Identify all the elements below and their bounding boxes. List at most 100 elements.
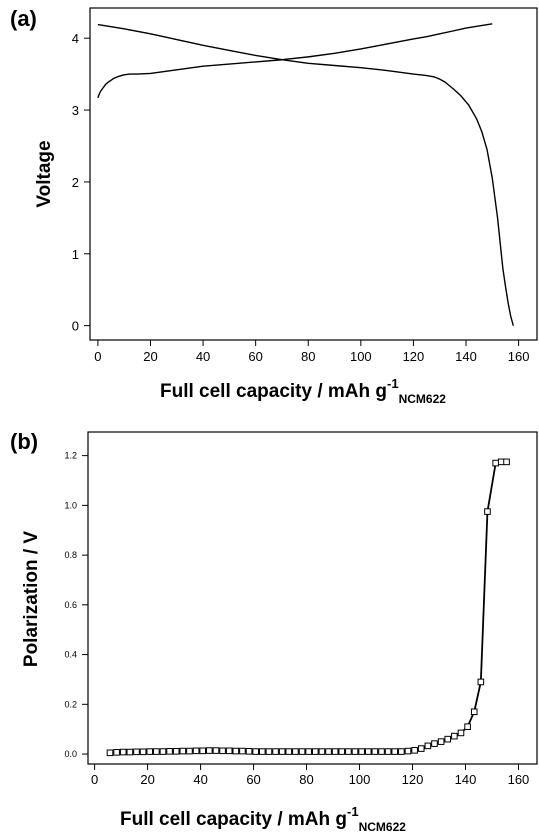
series-line-2 (97, 23, 515, 326)
panel-b-x-axis-title: Full cell capacity / mAh g-1NCM622 (120, 804, 406, 834)
data-point-marker (391, 748, 399, 755)
panel-a-label: (a) (10, 6, 37, 31)
data-point-marker (139, 748, 147, 756)
y-tick-label: 0.2 (64, 699, 77, 709)
data-point-marker (371, 748, 379, 755)
data-point-marker (106, 749, 114, 757)
data-point-marker (484, 508, 491, 515)
data-point-marker (358, 748, 365, 755)
y-tick-label: 0.0 (64, 749, 77, 759)
data-point-marker (212, 747, 220, 754)
y-tick-label: 1 (72, 247, 79, 262)
panel-a-y-ticks: 0 1 2 3 4 (72, 31, 90, 334)
data-point-marker (305, 748, 312, 755)
y-tick-label: 0 (72, 319, 79, 334)
y-tick-label: 0.4 (64, 650, 77, 660)
data-point-marker (404, 747, 412, 755)
data-point-marker (252, 748, 259, 755)
x-tick-label: 100 (349, 772, 371, 787)
data-point-marker (146, 748, 154, 755)
data-point-marker (351, 748, 359, 755)
x-tick-label: 80 (299, 772, 313, 787)
series-line-1 (97, 23, 493, 99)
data-point-marker (431, 740, 438, 747)
x-tick-label: 40 (196, 349, 210, 364)
x-tick-label: 80 (301, 349, 315, 364)
panel-b-y-ticks: 0.0 0.2 0.4 0.6 0.8 1.0 1.2 (64, 451, 88, 759)
y-tick-label: 2 (72, 175, 79, 190)
data-point-marker (172, 748, 180, 755)
data-point-marker (192, 747, 200, 755)
data-point-marker (398, 748, 405, 755)
x-tick-label: 120 (403, 349, 425, 364)
panel-a-plot-frame (89, 7, 538, 341)
data-point-marker (298, 748, 306, 755)
x-tick-label: 120 (402, 772, 424, 787)
x-tick-label: 0 (91, 772, 98, 787)
x-tick-label: 60 (248, 349, 262, 364)
data-point-marker (126, 748, 134, 756)
data-point-marker (503, 458, 510, 466)
x-tick-label: 100 (350, 349, 372, 364)
data-point-marker (424, 742, 432, 750)
x-tick-label: 160 (508, 772, 530, 787)
data-point-marker (153, 748, 160, 755)
data-point-marker (444, 735, 452, 743)
data-point-marker (219, 747, 226, 755)
y-tick-label: 0.8 (64, 550, 77, 560)
panel-b-label: (b) (10, 429, 38, 454)
data-point-marker (492, 459, 499, 467)
y-tick-label: 3 (72, 103, 79, 118)
x-tick-label: 40 (193, 772, 207, 787)
data-point-marker (451, 732, 458, 740)
data-point-marker (285, 748, 293, 755)
data-point-marker (199, 747, 206, 755)
data-point-marker (272, 748, 279, 755)
panel-b-plot-frame (87, 431, 538, 765)
panel-a-series (97, 23, 515, 326)
x-tick-label: 0 (94, 349, 101, 364)
y-tick-label: 1.2 (64, 451, 77, 461)
data-point-marker (464, 723, 471, 731)
data-point-marker (311, 748, 319, 755)
data-point-marker (292, 748, 299, 755)
data-point-marker (186, 747, 193, 755)
data-point-marker (331, 748, 339, 755)
data-point-marker (265, 748, 273, 755)
data-point-marker (437, 738, 445, 745)
x-tick-label: 140 (455, 349, 477, 364)
data-point-marker (345, 748, 352, 755)
data-point-marker (225, 747, 233, 755)
panel-b-polarization-chart: (b) 0 20 40 60 80 100 120 140 160 0.00.20.40.60.… (10, 429, 538, 834)
data-point-marker (338, 748, 346, 755)
y-tick-label: 4 (72, 31, 79, 46)
data-point-marker (470, 708, 478, 716)
panel-a-y-axis-title: Voltage (34, 140, 55, 207)
data-point-marker (113, 749, 120, 756)
data-point-marker (159, 748, 167, 755)
x-tick-label: 20 (140, 772, 154, 787)
data-point-marker (411, 747, 418, 754)
data-point-marker (457, 729, 465, 737)
data-point-marker (417, 745, 425, 752)
data-point-marker (179, 747, 187, 755)
data-point-marker (318, 748, 326, 755)
data-point-marker (384, 748, 392, 755)
data-point-marker (497, 458, 505, 466)
panel-b-series (106, 458, 510, 757)
x-tick-label: 160 (508, 349, 530, 364)
data-point-marker (232, 747, 240, 755)
series-line-1 (109, 460, 507, 754)
data-point-marker (278, 748, 286, 755)
panel-a-x-ticks: 0 20 40 60 80 100 120 140 160 (94, 340, 529, 364)
x-tick-label: 20 (143, 349, 157, 364)
panel-a-x-axis-title: Full cell capacity / mAh g-1NCM622 (160, 376, 446, 406)
x-tick-label: 60 (246, 772, 260, 787)
y-tick-label: 1.0 (64, 500, 77, 510)
data-point-marker (206, 747, 213, 754)
y-tick-label: 0.6 (64, 600, 77, 610)
data-point-marker (245, 748, 253, 755)
data-point-marker (119, 748, 127, 756)
data-point-marker (477, 678, 485, 686)
